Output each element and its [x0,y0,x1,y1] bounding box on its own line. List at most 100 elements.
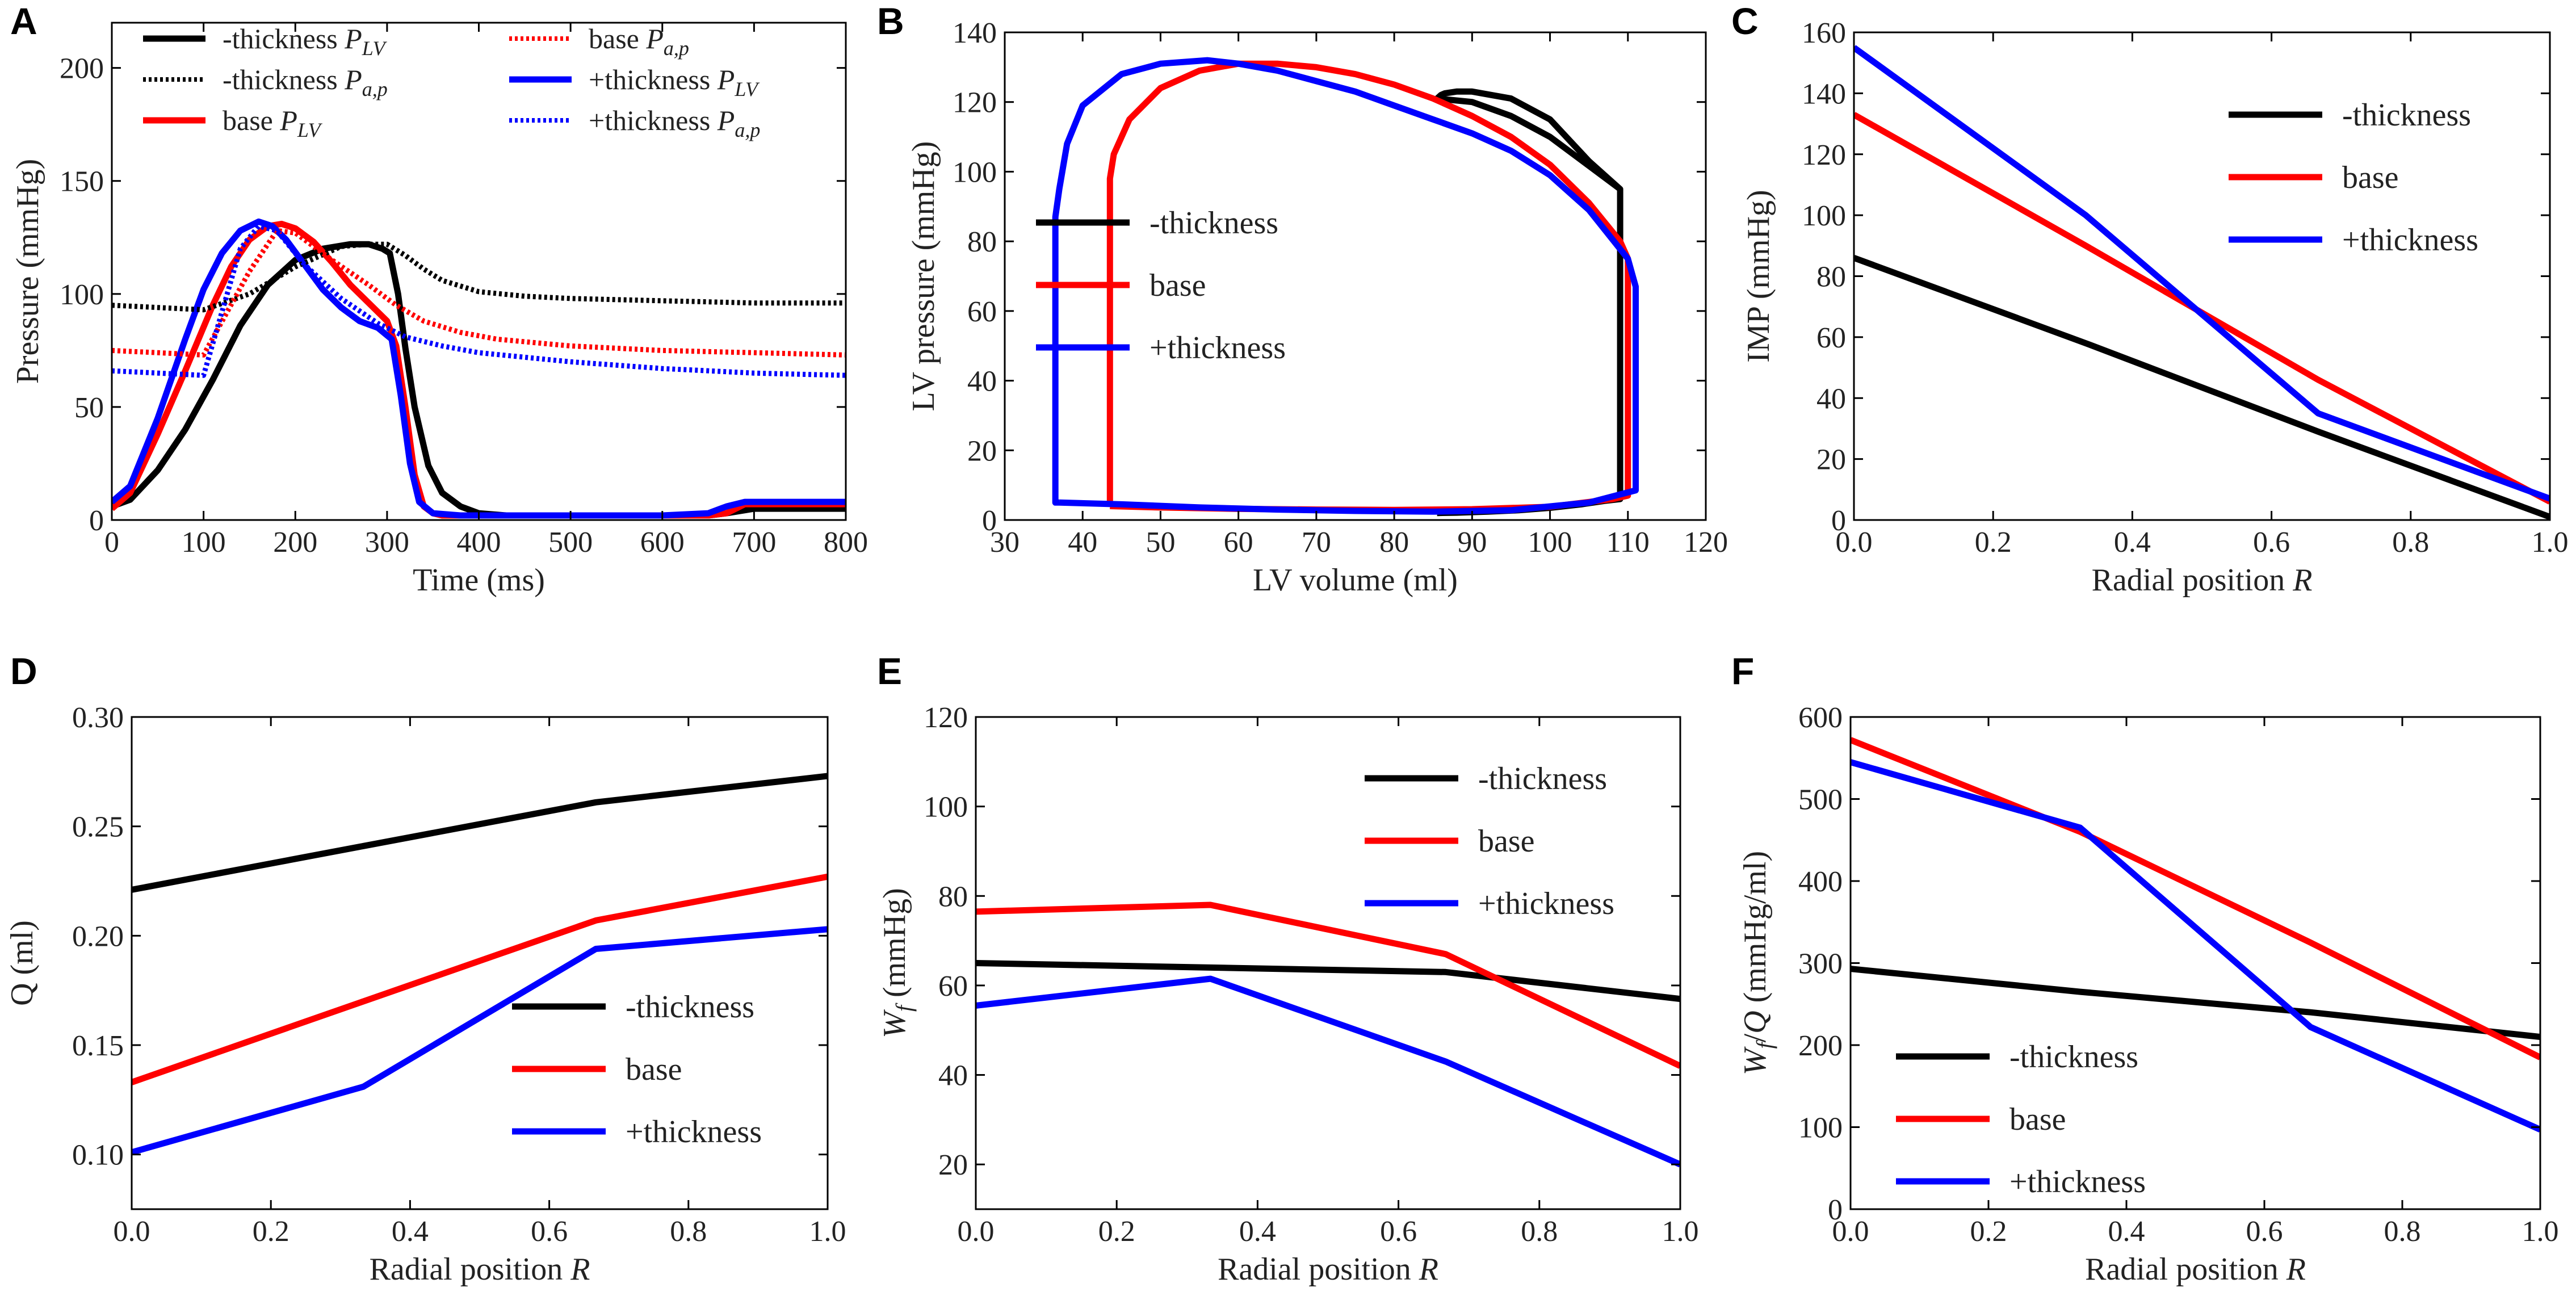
y-tick-label: 0.30 [72,702,124,734]
series-group [1052,57,1639,517]
legend-entry: +thickness [1478,886,1614,921]
y-tick-label: 120 [953,87,997,119]
y-tick-label: 0.20 [72,920,124,953]
series-group [1851,737,2540,1133]
x-tick-label: 0.6 [2246,1215,2283,1248]
y-tick-label: 60 [967,296,997,328]
series-line--thickness-p-lv [112,218,846,519]
y-axis-label: Pressure (mmHg) [10,159,45,384]
y-tick-label: 100 [1798,1112,1843,1144]
legend-entry: base [626,1052,682,1087]
x-tick-label: 0.8 [2392,526,2429,559]
panel-letter: E [877,650,902,692]
series-line--thickness [1052,57,1639,515]
legend-entry: base PLV [223,104,323,141]
panel-letter: A [10,0,37,42]
legend-entry: -thickness [1478,761,1607,796]
x-tick-label: 600 [640,526,685,559]
legend-entry: base Pa,p [589,23,689,60]
x-tick-label: 60 [1224,526,1253,559]
y-axis-label: IMP (mmHg) [1741,190,1776,362]
x-tick-label: 0.2 [253,1215,290,1248]
y-tick-label: 100 [953,156,997,188]
y-tick-label: 80 [967,226,997,258]
y-tick-label: 0 [982,505,997,537]
series-line--thickness [132,773,828,893]
x-tick-label: 0.6 [2253,526,2290,559]
y-tick-label: 120 [1802,139,1846,171]
x-tick-label: 0.2 [1975,526,2012,559]
x-tick-label: 0.4 [2108,1215,2145,1248]
plot-frame [131,716,829,1210]
legend: -thickness base +thickness [1365,761,1614,921]
y-tick-label: 20 [938,1149,968,1181]
y-tick-label: 60 [1816,322,1846,354]
y-tick-label: 60 [938,970,968,1003]
x-tick-label: 0.0 [1836,526,1873,559]
x-tick-label: 90 [1457,526,1487,559]
y-tick-label: 140 [953,17,997,49]
plot-frame [1004,31,1707,521]
y-tick-label: 140 [1802,78,1846,110]
y-tick-label: 600 [1798,702,1843,734]
legend-entry: base [1149,268,1206,303]
y-tick-label: 0.25 [72,811,124,844]
legend-entry: base [1478,824,1535,859]
legend: -thickness base +thickness [512,989,762,1150]
x-tick-label: 0.6 [531,1215,568,1248]
x-axis-label: Radial position R [1218,1252,1438,1287]
y-tick-label: 300 [1798,948,1843,980]
x-axis-label: Radial position R [370,1252,590,1287]
y-tick-label: 40 [1816,383,1846,415]
x-tick-label: 700 [732,526,776,559]
legend-entry: base [2342,160,2399,195]
x-tick-label: 1.0 [809,1215,846,1248]
x-tick-label: 300 [365,526,409,559]
legend-entry: +thickness PLV [589,64,760,100]
legend: -thickness base +thickness [1896,1039,2146,1200]
legend-entry: -thickness [626,989,754,1025]
series-line--thickness [1854,45,2550,502]
x-tick-label: 100 [182,526,226,559]
x-tick-label: 0.4 [2114,526,2151,559]
x-tick-label: 0.2 [1098,1215,1135,1248]
legend-entry: -thickness [2342,98,2471,133]
legend-entry: -thickness [2009,1039,2138,1075]
y-tick-label: 150 [60,166,104,198]
panel-E: E 0.0 0.2 0.4 0.6 0.8 1.0 20 40 60 80 100 120 Radial … [877,650,1699,1287]
x-tick-label: 0.0 [1832,1215,1869,1248]
legend: -thickness PLV base Pa,p -thickness Pa,p +t… [143,23,760,141]
series-line--thickness [1854,255,2550,520]
series-group [132,773,828,1156]
series-line-base [976,901,1680,1069]
x-tick-label: 0.8 [670,1215,707,1248]
y-tick-label: 0 [89,505,104,537]
legend-entry: -thickness [1149,206,1278,241]
y-axis-label: LV pressure (mmHg) [906,141,941,412]
panel-C: C 0.0 0.2 0.4 0.6 0.8 1.0 0 20 40 60 80 100 120 140 160… [1731,0,2569,598]
panel-F: F 0.0 0.2 0.4 0.6 0.8 1.0 0 100 200 300 400 500 600 Ra… [1731,650,2559,1287]
y-tick-label: 0.10 [72,1139,124,1172]
y-tick-label: 160 [1802,17,1846,49]
x-tick-label: 0.8 [2384,1215,2421,1248]
x-tick-label: 1.0 [2532,526,2569,559]
y-tick-label: 120 [924,702,968,734]
x-tick-label: 30 [990,526,1020,559]
series-line--thickness [1434,88,1623,517]
series-group [1854,45,2550,520]
y-tick-label: 500 [1798,784,1843,816]
y-axis-label: Wf (mmHg) [877,888,917,1038]
y-tick-label: 20 [967,435,997,467]
y-tick-label: 100 [924,791,968,824]
legend-entry: -thickness PLV [223,23,387,60]
y-tick-label: 400 [1798,866,1843,898]
series-line--thickness-p-a-p [112,223,846,378]
x-tick-label: 70 [1302,526,1331,559]
series-line--thickness-p-a-p [112,241,846,313]
x-tick-label: 400 [457,526,501,559]
y-tick-label: 80 [1816,261,1846,293]
x-tick-label: 0.2 [1970,1215,2007,1248]
x-axis-label: LV volume (ml) [1253,563,1458,598]
series-line--thickness [976,975,1680,1168]
series-line--thickness [132,926,828,1156]
